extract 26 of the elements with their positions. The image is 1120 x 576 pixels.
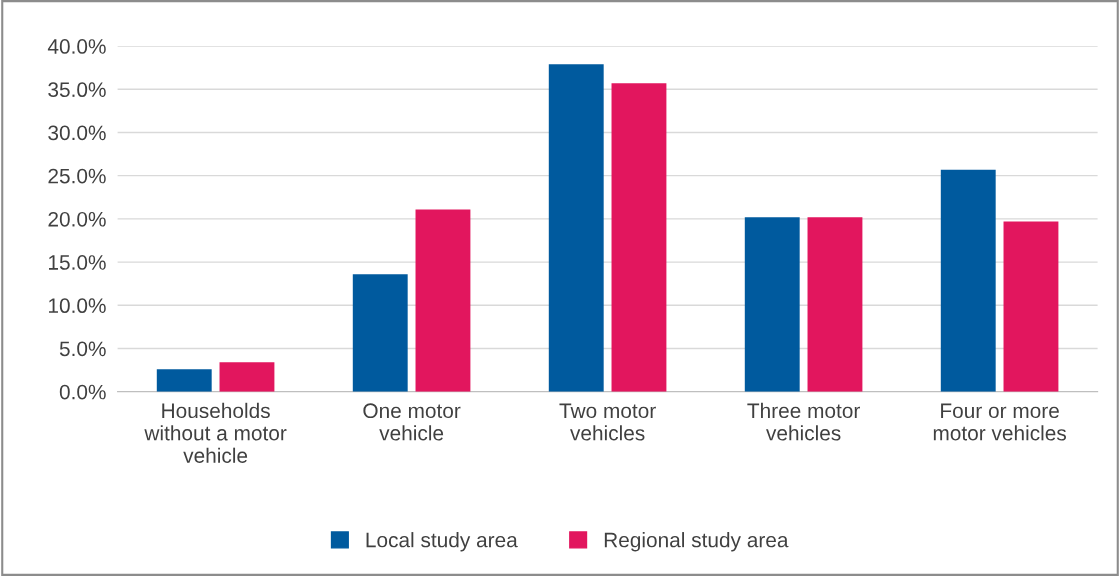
x-tick-label: Four or more motor vehicles (933, 403, 1067, 441)
x-tick-label: Two motor vehicles (559, 403, 656, 441)
legend-label: Regional study area (604, 532, 789, 552)
y-tick-label: 0.0% (59, 384, 106, 400)
y-tick-label: 15.0% (49, 255, 106, 270)
x-tick-label: Households without a motor vehicle (144, 402, 287, 463)
x-tick-label: One motor vehicle (363, 403, 461, 441)
x-tick-label: Three motor vehicles (747, 402, 860, 441)
y-tick-label: 35.0% (48, 82, 106, 98)
bar (807, 217, 863, 392)
bar (611, 83, 667, 392)
bar (548, 64, 604, 392)
y-tick-label: 30.0% (48, 125, 106, 141)
bar (219, 362, 275, 392)
y-tick-label: 10.0% (49, 298, 106, 314)
bar (1003, 221, 1059, 392)
y-tick-label: 20.0% (48, 211, 106, 227)
legend-label: Local study area (366, 532, 518, 552)
bar (352, 274, 408, 392)
bar (744, 217, 800, 392)
bar (415, 209, 471, 392)
bar (940, 169, 996, 392)
y-tick-label: 25.0% (48, 168, 106, 184)
y-tick-label: 40.0% (47, 39, 106, 54)
bar (156, 369, 212, 392)
y-tick-label: 5.0% (59, 341, 106, 357)
